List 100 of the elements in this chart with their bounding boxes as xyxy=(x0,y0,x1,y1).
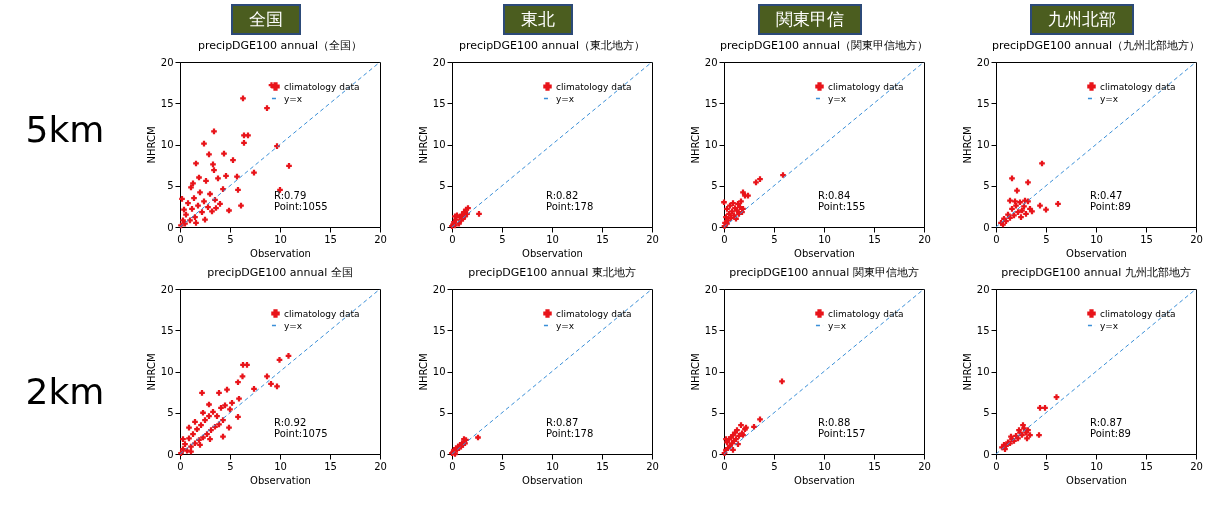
x-tick-label: 10 xyxy=(1089,460,1103,472)
x-tick-label: 10 xyxy=(545,233,559,245)
y-tick-label: 5 xyxy=(982,180,989,192)
y-tick-label: 15 xyxy=(160,97,173,109)
annotation: R:0.92 xyxy=(273,416,306,428)
y-tick-label: 10 xyxy=(432,139,445,150)
x-axis-title: Observation xyxy=(249,247,311,259)
annotation: R:0.47 xyxy=(1089,189,1122,201)
annotation: R:0.88 xyxy=(817,416,850,428)
x-tick-label: 5 xyxy=(1042,460,1050,472)
y-axis-title: NHRCM xyxy=(145,126,157,164)
x-axis-title: Observation xyxy=(1065,247,1127,259)
x-tick-label: 0 xyxy=(992,233,1000,245)
y-tick-label: 10 xyxy=(432,366,445,377)
y-tick-label: 20 xyxy=(432,56,445,68)
y-tick-label: 5 xyxy=(438,407,445,419)
annotation: Point:157 xyxy=(817,427,865,439)
y-tick-label: 5 xyxy=(710,180,717,192)
x-tick-label: 20 xyxy=(645,460,659,472)
x-tick-label: 20 xyxy=(917,460,931,472)
legend-label: climatology data xyxy=(555,81,631,92)
chart-title: precipDGE100 annual 東北地方 xyxy=(467,266,636,279)
x-tick-label: 5 xyxy=(770,233,778,245)
y-tick-label: 0 xyxy=(710,221,717,233)
annotation: Point:155 xyxy=(817,200,865,212)
chart-title: 関東甲信 xyxy=(758,4,862,35)
legend-label: y=x xyxy=(827,93,847,104)
annotation: Point:178 xyxy=(545,200,593,212)
y-tick-label: 20 xyxy=(432,283,445,295)
x-tick-label: 15 xyxy=(323,233,337,245)
y-tick-label: 0 xyxy=(438,448,445,460)
x-tick-label: 10 xyxy=(817,233,831,245)
x-tick-label: 20 xyxy=(1189,460,1203,472)
y-tick-label: 0 xyxy=(982,221,989,233)
y-axis-title: NHRCM xyxy=(689,353,701,391)
annotation: Point:178 xyxy=(545,427,593,439)
legend-label: climatology data xyxy=(1099,81,1175,92)
annotation: R:0.87 xyxy=(1089,416,1122,428)
y-tick-label: 20 xyxy=(704,283,717,295)
legend-label: y=x xyxy=(283,320,303,331)
chart-title: precipDGE100 annual 全国 xyxy=(206,266,353,279)
chart-title: precipDGE100 annual 九州北部地方 xyxy=(1000,266,1191,279)
y-tick-label: 15 xyxy=(160,324,173,336)
x-tick-label: 20 xyxy=(917,233,931,245)
chart-subtitle: precipDGE100 annual（東北地方） xyxy=(458,39,645,52)
y-tick-label: 5 xyxy=(438,180,445,192)
y-tick-label: 10 xyxy=(976,366,989,377)
legend-label: y=x xyxy=(283,93,303,104)
x-tick-label: 0 xyxy=(176,460,184,472)
annotation: Point:1075 xyxy=(273,427,328,439)
y-tick-label: 10 xyxy=(160,139,173,150)
x-tick-label: 5 xyxy=(226,460,234,472)
x-tick-label: 0 xyxy=(992,460,1000,472)
y-tick-label: 0 xyxy=(982,448,989,460)
annotation: Point:89 xyxy=(1089,427,1131,439)
annotation: R:0.87 xyxy=(545,416,578,428)
x-tick-label: 15 xyxy=(867,233,881,245)
y-tick-label: 10 xyxy=(704,139,717,150)
y-tick-label: 0 xyxy=(710,448,717,460)
y-tick-label: 20 xyxy=(160,56,173,68)
annotation: Point:89 xyxy=(1089,200,1131,212)
y-axis-title: NHRCM xyxy=(961,353,973,391)
chart-title: 東北 xyxy=(503,4,573,35)
x-tick-label: 5 xyxy=(498,233,506,245)
legend-label: climatology data xyxy=(283,81,359,92)
y-tick-label: 10 xyxy=(160,366,173,377)
x-tick-label: 10 xyxy=(1089,233,1103,245)
y-tick-label: 20 xyxy=(160,283,173,295)
legend-label: y=x xyxy=(827,320,847,331)
x-tick-label: 20 xyxy=(373,460,387,472)
y-tick-label: 20 xyxy=(976,283,989,295)
x-tick-label: 0 xyxy=(448,233,456,245)
y-tick-label: 5 xyxy=(982,407,989,419)
x-tick-label: 5 xyxy=(226,233,234,245)
legend-label: climatology data xyxy=(283,308,359,319)
x-tick-label: 15 xyxy=(595,233,609,245)
y-axis-title: NHRCM xyxy=(417,126,429,164)
x-axis-title: Observation xyxy=(793,247,855,259)
x-axis-title: Observation xyxy=(249,474,311,486)
x-axis-title: Observation xyxy=(521,474,583,486)
chart-subtitle: precipDGE100 annual（全国） xyxy=(197,39,362,52)
annotation: R:0.79 xyxy=(273,189,306,201)
legend-label: y=x xyxy=(1099,93,1119,104)
legend-label: climatology data xyxy=(827,308,903,319)
y-axis-title: NHRCM xyxy=(145,353,157,391)
y-tick-label: 15 xyxy=(432,97,445,109)
legend-label: climatology data xyxy=(555,308,631,319)
y-tick-label: 15 xyxy=(976,97,989,109)
legend-label: climatology data xyxy=(827,81,903,92)
x-tick-label: 10 xyxy=(817,460,831,472)
y-axis-title: NHRCM xyxy=(417,353,429,391)
y-tick-label: 15 xyxy=(432,324,445,336)
chart-title: 九州北部 xyxy=(1030,4,1134,35)
x-tick-label: 0 xyxy=(720,460,728,472)
chart-subtitle: precipDGE100 annual（関東甲信地方） xyxy=(719,39,928,52)
legend-label: y=x xyxy=(555,320,575,331)
chart-title: 全国 xyxy=(231,4,301,35)
y-tick-label: 15 xyxy=(976,324,989,336)
x-tick-label: 15 xyxy=(1139,460,1153,472)
x-tick-label: 15 xyxy=(867,460,881,472)
